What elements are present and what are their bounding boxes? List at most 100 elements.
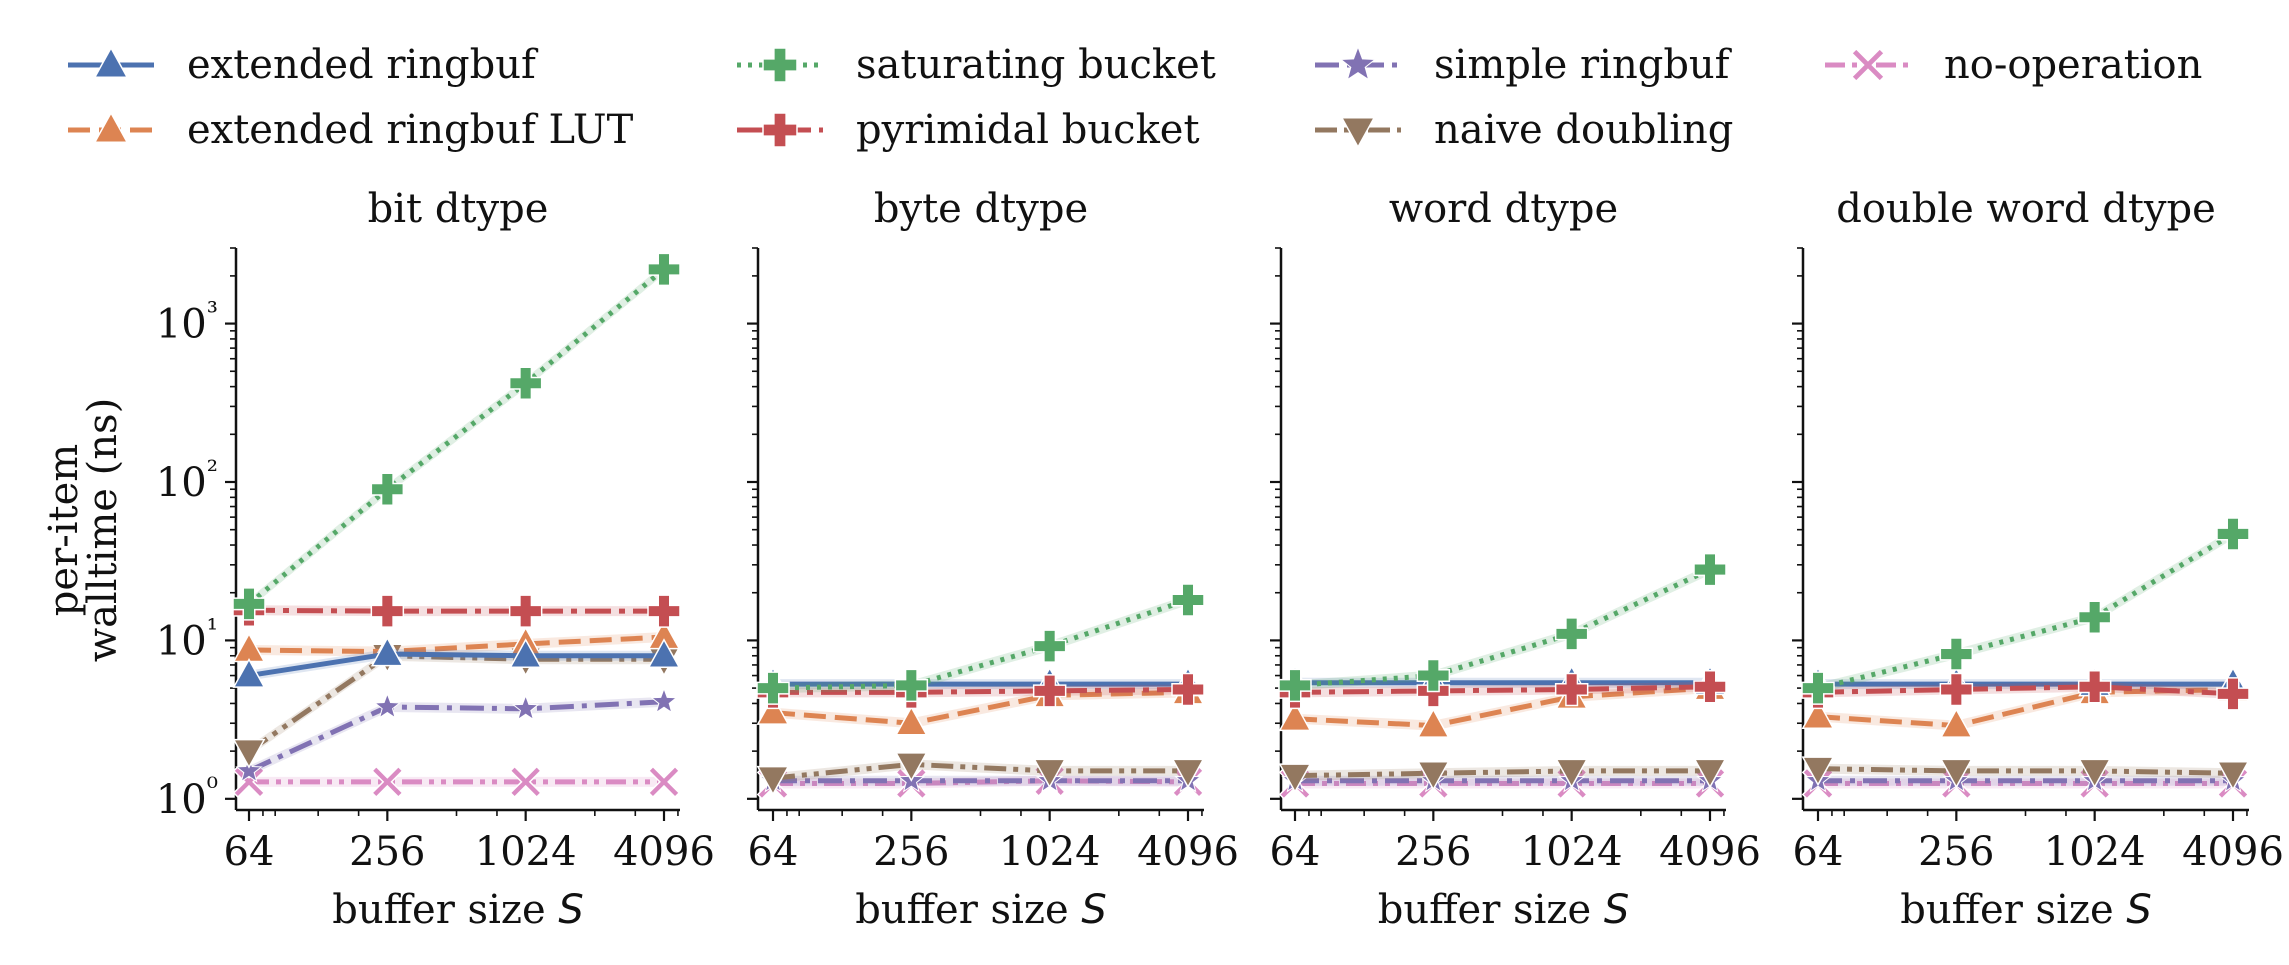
data-point-naive-doubling-1024 [2078,758,2112,789]
series-band [773,687,1188,729]
data-point-pyrimidal-bucket-4096 [2216,677,2250,711]
x-tick-label: 4096 [1137,829,1239,875]
series-band [1818,528,2233,694]
legend-item-extended-ringbuf-lut: extended ringbuf LUT [68,107,634,153]
x-tick-label: 64 [748,829,799,875]
data-point-no-operation-256 [371,765,404,799]
data-point-saturating-bucket-1024 [508,366,543,401]
data-point-extended-ringbuf-256 [370,636,404,667]
data-point-naive-doubling-4096 [1693,758,1727,789]
series-line [1817,531,2235,691]
legend-marker [1340,117,1376,149]
data-point-extended-ringbuf-lut-256 [894,705,928,736]
series-pyrimidal-bucket [1278,669,1727,710]
legend-item-no-operation: no-operation [1825,42,2202,88]
data-point-pyrimidal-bucket-256 [370,594,405,628]
x-tick-label: 1024 [999,829,1101,875]
data-point-extended-ringbuf-lut-256 [1416,708,1450,738]
data-point-naive-doubling-256 [894,752,928,782]
data-point-saturating-bucket-64 [756,671,790,705]
legend-label: simple ringbuf [1434,42,1733,88]
legend-marker [762,112,798,148]
x-tick-label: 256 [1395,829,1471,875]
data-point-saturating-bucket-1024 [1554,617,1589,651]
data-point-saturating-bucket-64 [1801,671,1835,705]
series-band [773,759,1188,784]
data-point-extended-ringbuf-1024 [509,638,543,669]
data-point-naive-doubling-1024 [1555,758,1589,789]
data-point-pyrimidal-bucket-1024 [1032,674,1067,708]
y-tick-label: 10⁰ [156,771,218,823]
data-point-extended-ringbuf-4096 [647,638,681,669]
x-tick-label: 64 [224,829,275,875]
x-tick-label: 4096 [613,829,715,875]
data-point-pyrimidal-bucket-1024 [1554,672,1589,707]
y-tick-label: 10² [156,454,218,506]
series-line [1294,685,1711,729]
y-tick-label: 10¹ [156,612,218,664]
series-saturating-bucket [1278,552,1727,703]
panel-word-dtype: word dtype 64 256 1024 4096 buffer size S [1270,186,1761,933]
series-saturating-bucket [756,583,1205,705]
x-tick-label: 256 [1918,829,1994,875]
data-point-extended-ringbuf-lut-64 [1801,699,1835,729]
panel-bit-dtype: bit dtype 10⁰ 10¹ 10² 10³ 64 256 1024 4096 buffer… [156,186,715,933]
series-band [1295,564,1710,691]
panel-title: word dtype [1389,186,1618,232]
legend-label: saturating bucket [856,42,1216,88]
panel-title: byte dtype [874,186,1088,232]
y-axis-label-line2: walltime (ns) [80,398,126,662]
legend-label: extended ringbuf LUT [187,107,634,153]
legend-marker [1850,47,1886,83]
data-point-naive-doubling-64 [1801,756,1835,787]
panel-title: double word dtype [1836,186,2216,232]
legend-label: pyrimidal bucket [856,107,1200,153]
series-band [1818,684,2233,731]
legend-label: extended ringbuf [187,42,539,88]
legend-marker [762,47,798,83]
x-axis-label: buffer size S [1900,887,2151,933]
data-point-simple-ringbuf-1024 [511,694,540,721]
data-point-saturating-bucket-256 [1939,637,1974,671]
series-line [1294,567,1712,688]
series-line [247,653,664,754]
series-band [1295,765,1710,781]
legend-item-simple-ringbuf: simple ringbuf [1315,42,1733,88]
legend-label: naive doubling [1434,107,1733,153]
panel-byte-dtype: byte dtype 64 256 1024 4096 buffer size S [747,186,1239,933]
x-axis-label: buffer size S [1378,887,1629,933]
x-tick-label: 4096 [1659,829,1761,875]
data-point-naive-doubling-256 [1939,758,1973,789]
data-point-no-operation-64 [232,765,266,799]
x-tick-label: 1024 [1521,829,1623,875]
series-simple-ringbuf [235,687,678,783]
series-line [248,634,665,655]
data-point-naive-doubling-256 [1416,760,1450,791]
series-line [773,778,1189,786]
x-axis-label: buffer size S [332,887,583,933]
data-point-extended-ringbuf-lut-64 [756,695,790,725]
series-pyrimidal-bucket [232,593,681,628]
data-point-naive-doubling-1024 [1033,758,1067,789]
series-line [1817,684,2234,697]
series-band [249,696,664,776]
data-point-naive-doubling-64 [232,738,266,769]
data-point-saturating-bucket-1024 [1032,629,1067,663]
x-tick-label: 1024 [475,829,577,875]
series-extended-ringbuf [232,636,681,688]
series-naive-doubling [1801,756,2250,791]
panel-double-word-dtype: double word dtype 64 256 1024 4096 buffer siz… [1792,186,2284,933]
data-point-naive-doubling-4096 [2216,760,2250,791]
data-point-saturating-bucket-4096 [1693,552,1727,587]
series-band [1818,763,2233,779]
data-point-saturating-bucket-256 [370,472,405,506]
data-point-no-operation-4096 [647,765,681,799]
series-line [1817,766,2234,776]
data-point-pyrimidal-bucket-1024 [508,594,543,628]
legend-marker [1339,45,1377,81]
series-no-operation [232,765,681,799]
data-point-simple-ringbuf-4096 [650,687,678,714]
legend: extended ringbuf saturating bucket simple … [68,42,2202,153]
series-line [248,651,664,679]
